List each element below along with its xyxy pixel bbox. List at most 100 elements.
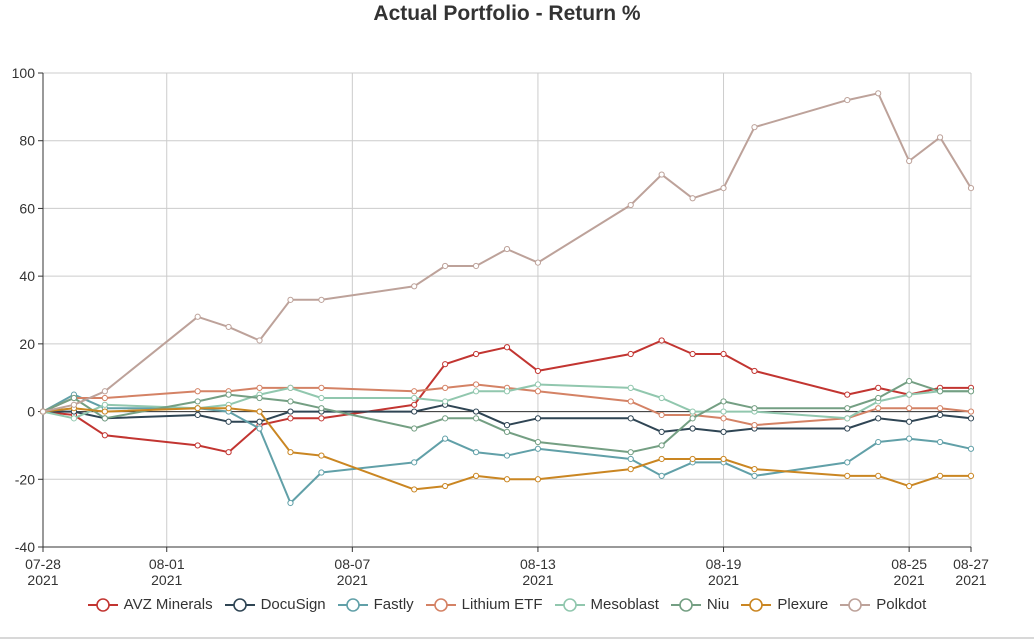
- data-point: [689, 408, 696, 415]
- x-tick-label-year: 2021: [27, 572, 58, 588]
- data-point: [689, 195, 696, 202]
- legend-label: Plexure: [777, 596, 829, 613]
- data-point: [689, 415, 696, 422]
- chart-title: Actual Portfolio - Return %: [373, 2, 641, 25]
- y-tick-label: 60: [19, 200, 35, 216]
- data-point: [472, 262, 480, 270]
- legend-marker-icon: [224, 597, 255, 612]
- data-point: [875, 90, 882, 97]
- data-point: [720, 455, 727, 463]
- data-point: [256, 425, 263, 432]
- legend-marker-icon: [670, 597, 701, 612]
- data-point: [627, 455, 634, 463]
- data-point: [442, 398, 449, 405]
- legend-label: DocuSign: [260, 596, 326, 613]
- x-tick-label: 08-07: [334, 556, 370, 572]
- series-fastly: [39, 391, 975, 507]
- data-point: [256, 408, 263, 415]
- data-point: [534, 445, 542, 452]
- legend-label: AVZ Minerals: [123, 596, 213, 613]
- y-tick-label: 100: [12, 65, 36, 81]
- data-point: [472, 408, 480, 415]
- data-point: [225, 405, 232, 412]
- data-point: [658, 455, 665, 463]
- legend-item[interactable]: Plexure: [741, 596, 828, 613]
- data-point: [875, 384, 882, 391]
- data-point: [751, 405, 758, 412]
- data-point: [534, 367, 542, 375]
- data-point: [534, 388, 542, 395]
- legend-item[interactable]: Polkdot: [840, 596, 926, 613]
- data-point: [287, 296, 294, 303]
- data-point: [751, 124, 758, 131]
- y-tick-label: -20: [15, 471, 35, 487]
- legend-item[interactable]: Mesoblast: [554, 596, 659, 613]
- data-point: [720, 185, 727, 192]
- legend-label: Fastly: [373, 596, 414, 613]
- data-point: [875, 438, 882, 446]
- data-point: [844, 415, 851, 422]
- data-point: [503, 245, 511, 253]
- data-point: [720, 398, 727, 405]
- legend-item[interactable]: AVZ Minerals: [87, 596, 213, 613]
- legend-label: Niu: [706, 596, 730, 613]
- data-point: [936, 472, 944, 479]
- data-point: [194, 442, 201, 449]
- data-point: [627, 384, 634, 391]
- data-point: [287, 449, 294, 456]
- series-lines: [39, 90, 975, 507]
- data-point: [627, 398, 634, 405]
- grid-lines: [42, 72, 972, 548]
- data-point: [503, 452, 511, 459]
- data-point: [936, 438, 944, 446]
- y-tick-label: 80: [19, 133, 35, 149]
- data-point: [658, 337, 665, 344]
- data-point: [967, 185, 975, 192]
- data-point: [875, 472, 882, 479]
- legend-item[interactable]: Niu: [670, 596, 730, 613]
- legend: AVZ Minerals DocuSign Fastly Lithium ETF Mes…: [0, 596, 1014, 613]
- data-point: [658, 394, 665, 402]
- series-avz-minerals: [39, 337, 975, 456]
- data-point: [101, 388, 108, 395]
- x-tick-label: 08-13: [520, 556, 556, 572]
- legend-label: Mesoblast: [590, 596, 659, 613]
- data-point: [503, 428, 511, 435]
- data-point: [442, 415, 449, 422]
- data-point: [627, 350, 634, 358]
- data-point: [720, 428, 727, 435]
- data-point: [689, 455, 696, 463]
- data-point: [225, 391, 232, 398]
- data-point: [442, 262, 449, 270]
- data-point: [844, 405, 851, 412]
- data-point: [442, 384, 449, 391]
- y-tick-label: 20: [19, 336, 35, 352]
- legend-item[interactable]: DocuSign: [224, 596, 326, 613]
- data-point: [318, 469, 325, 476]
- data-point: [287, 408, 294, 415]
- data-point: [658, 411, 665, 419]
- data-point: [720, 415, 727, 422]
- data-point: [318, 394, 325, 402]
- data-point: [875, 394, 882, 402]
- data-point: [844, 425, 851, 432]
- data-point: [844, 96, 851, 104]
- data-point: [70, 401, 78, 408]
- data-point: [194, 388, 201, 395]
- data-point: [472, 388, 480, 395]
- x-tick-label-year: 2021: [955, 572, 986, 588]
- data-point: [318, 405, 325, 412]
- legend-item[interactable]: Lithium ETF: [425, 596, 543, 613]
- data-point: [689, 425, 696, 432]
- data-point: [534, 438, 542, 446]
- legend-item[interactable]: Fastly: [337, 596, 414, 613]
- series-line: [42, 339, 971, 454]
- series-niu: [39, 378, 975, 456]
- x-axis-ticks: 07-28202108-01202108-07202108-13202108-1…: [25, 556, 989, 588]
- legend-marker-icon: [840, 597, 871, 612]
- data-point: [875, 415, 882, 422]
- y-axis-ticks: -40 -20 0 20 40 60 80 100: [12, 65, 36, 555]
- data-point: [472, 472, 480, 479]
- x-tick-label-year: 2021: [337, 572, 368, 588]
- legend-marker-icon: [337, 597, 368, 612]
